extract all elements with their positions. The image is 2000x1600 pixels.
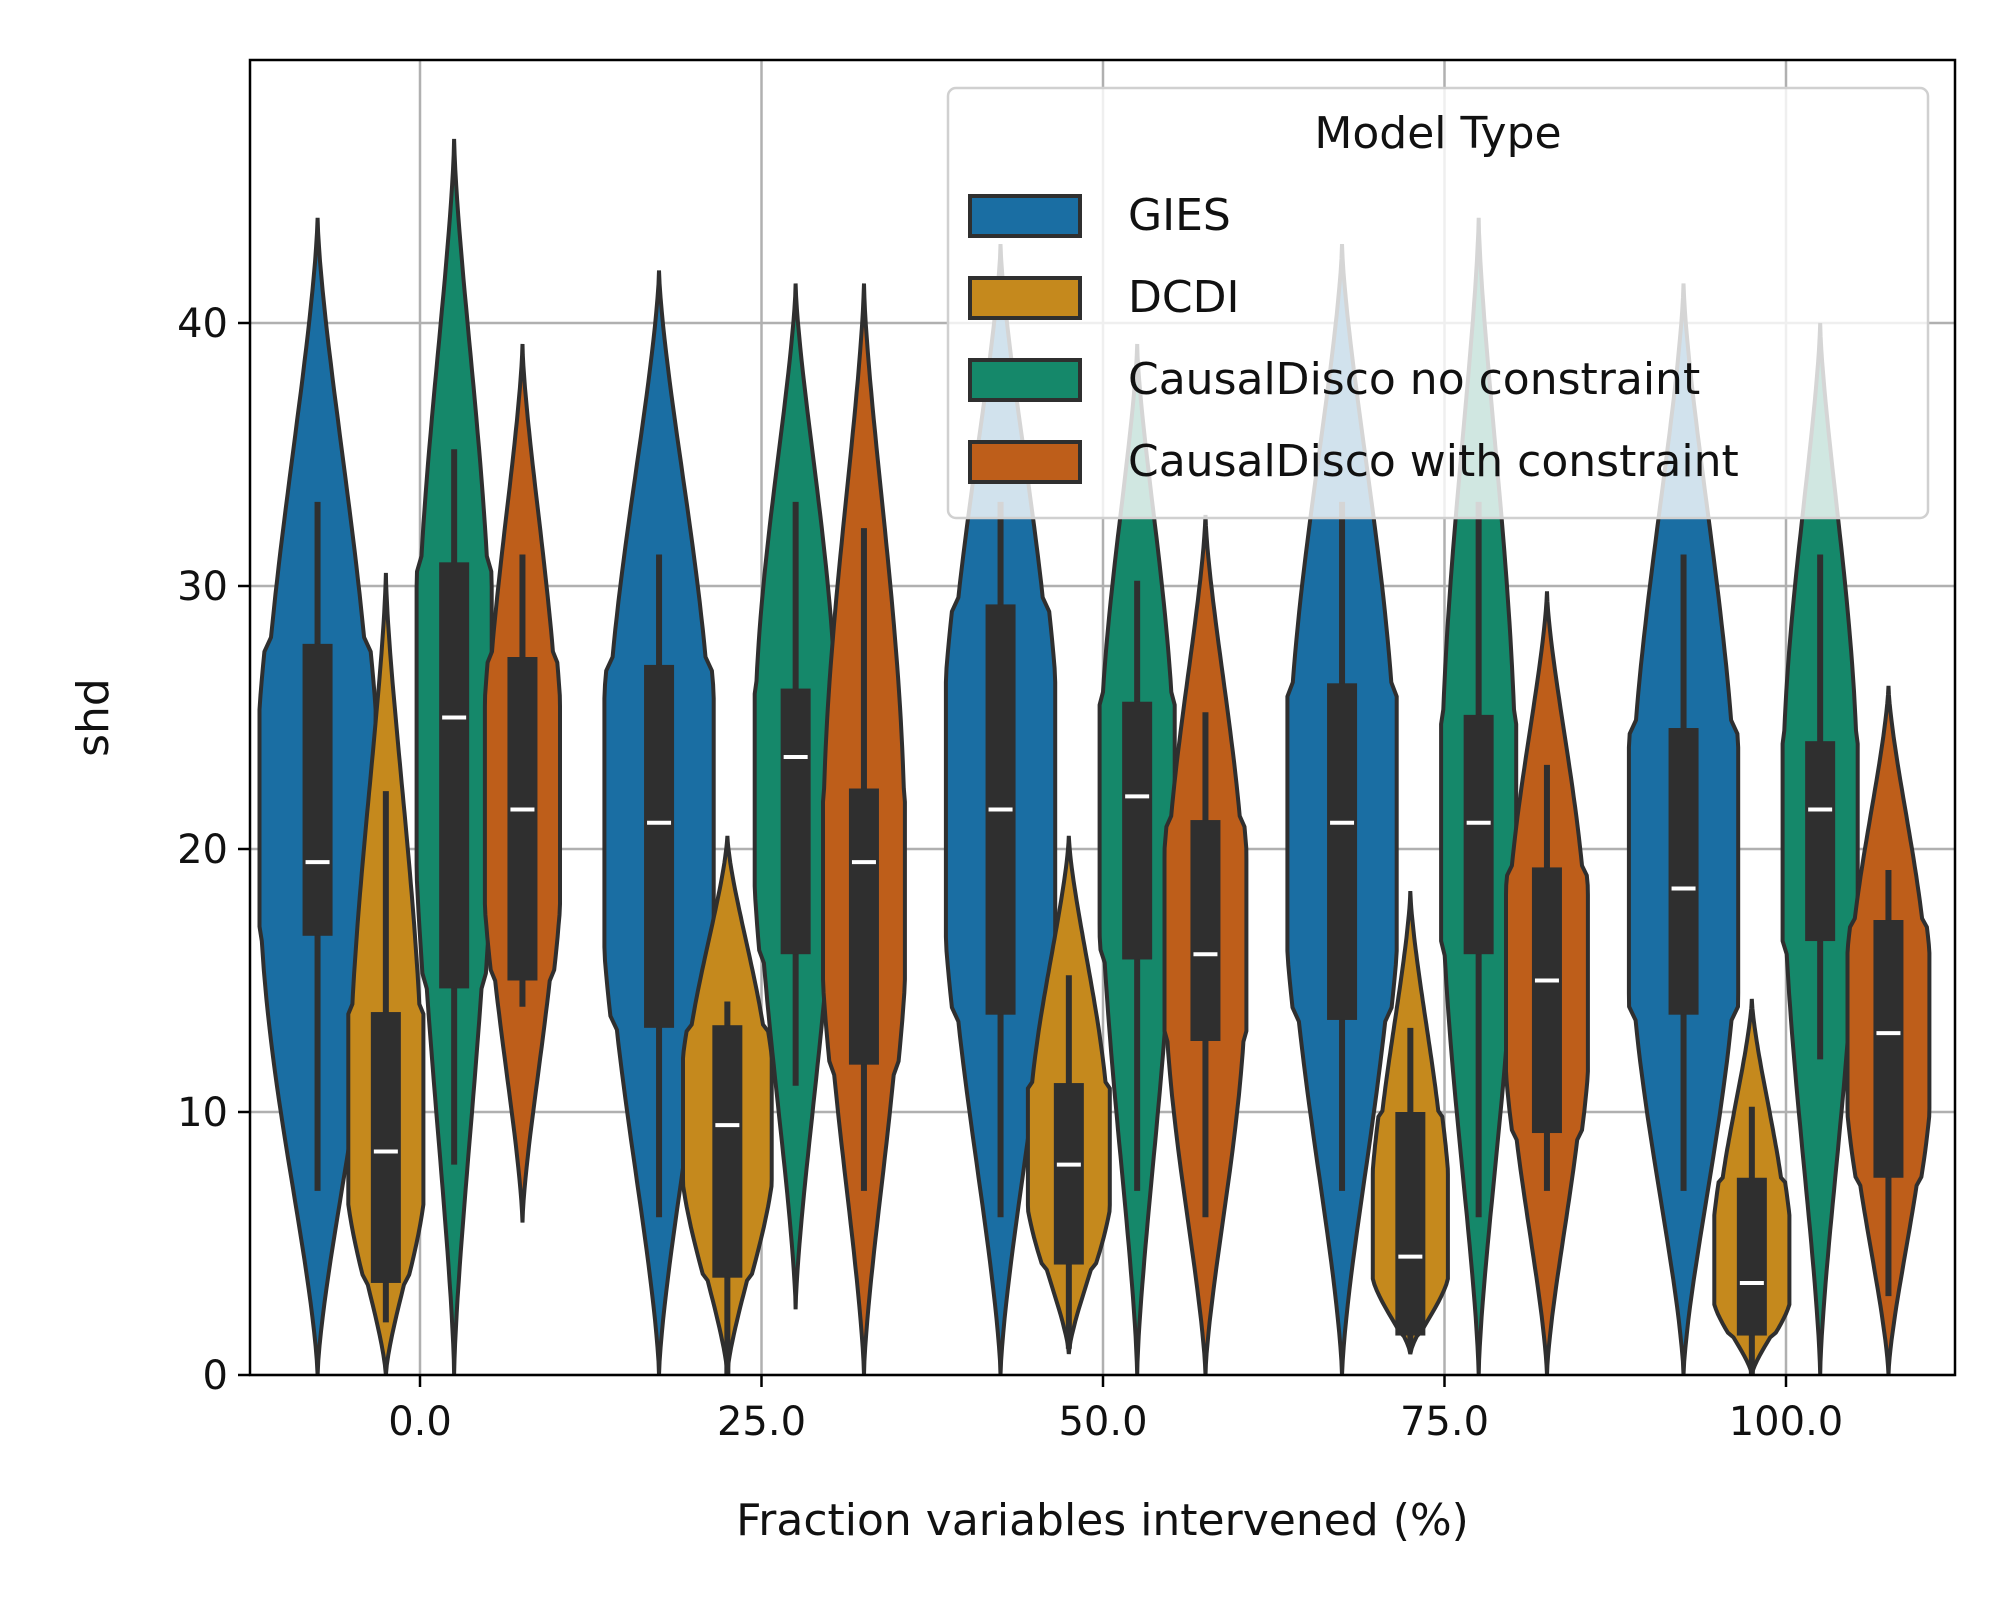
x-axis-label: Fraction variables intervened (%) xyxy=(736,1495,1469,1546)
legend-swatch xyxy=(968,194,1082,238)
violin-iqr-box xyxy=(1668,728,1699,1015)
violin-iqr-box xyxy=(370,1012,401,1283)
x-tick-label: 0.0 xyxy=(388,1399,452,1445)
violin-iqr-box xyxy=(1190,820,1221,1041)
y-axis-label: shd xyxy=(68,678,119,757)
legend-swatch xyxy=(968,358,1082,402)
violins xyxy=(257,138,1932,1376)
x-tick-label: 75.0 xyxy=(1400,1399,1489,1445)
y-tick-label: 40 xyxy=(177,301,228,347)
violin-iqr-box xyxy=(1327,683,1358,1020)
violin-iqr-box xyxy=(507,657,538,981)
violin-iqr-box xyxy=(848,788,879,1065)
axes: 0 10 20 30 40 0.0 25.0 50.0 75.0 100.0 xyxy=(177,301,1843,1445)
y-tick-label: 20 xyxy=(177,827,228,873)
legend-swatch xyxy=(968,276,1082,320)
legend-label: GIES xyxy=(1128,190,1231,241)
legend: Model Type GIES DCDI CausalDisco no constra… xyxy=(946,86,1930,520)
violin-iqr-box xyxy=(780,688,811,955)
violin-iqr-box xyxy=(712,1025,743,1278)
violin-iqr-box xyxy=(1053,1083,1084,1265)
x-tick-label: 100.0 xyxy=(1729,1399,1844,1445)
y-tick-label: 0 xyxy=(203,1353,228,1399)
y-tick-label: 10 xyxy=(177,1090,228,1136)
violin-series xyxy=(346,572,1792,1376)
violin-iqr-box xyxy=(1736,1177,1767,1336)
legend-box xyxy=(946,86,1930,520)
violin-iqr-box xyxy=(1805,741,1836,942)
legend-swatch xyxy=(968,440,1082,484)
violin-iqr-box xyxy=(1122,701,1153,960)
x-tick-label: 25.0 xyxy=(717,1399,806,1445)
legend-label: CausalDisco no constraint xyxy=(1128,354,1700,405)
legend-label: DCDI xyxy=(1128,272,1239,323)
violin-iqr-box xyxy=(644,664,675,1028)
violin-series xyxy=(482,283,1932,1376)
y-tick-label: 30 xyxy=(177,564,228,610)
violin-iqr-box xyxy=(1873,920,1904,1178)
violin-series xyxy=(257,217,1741,1376)
violin-iqr-box xyxy=(1395,1112,1426,1336)
x-tick-label: 50.0 xyxy=(1058,1399,1147,1445)
violin-iqr-box xyxy=(1531,867,1562,1134)
violin-iqr-box xyxy=(302,643,333,936)
legend-title: Model Type xyxy=(1314,108,1561,159)
violin-iqr-box xyxy=(439,562,470,989)
violin-iqr-box xyxy=(1463,714,1494,955)
legend-label: CausalDisco with constraint xyxy=(1128,436,1739,487)
